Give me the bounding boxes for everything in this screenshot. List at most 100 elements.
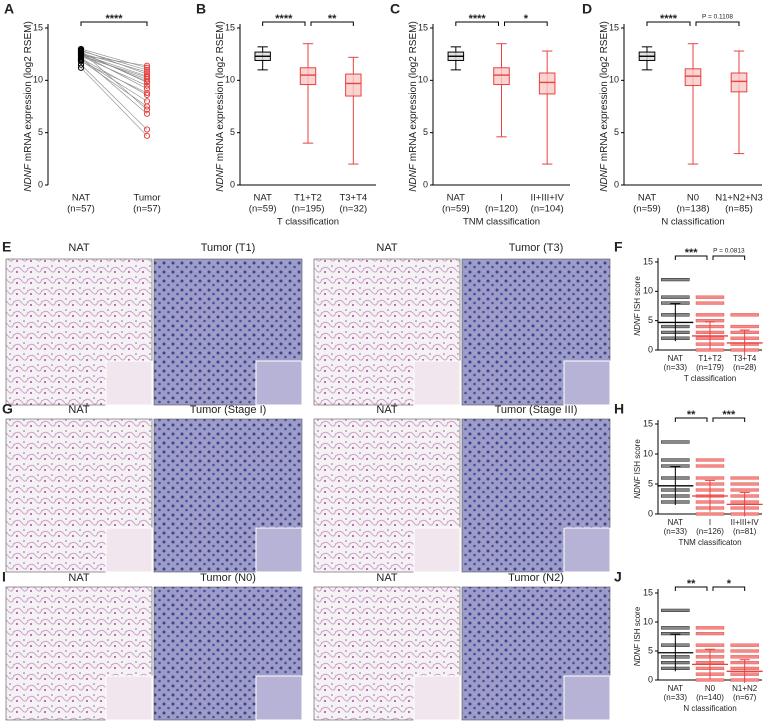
n-label: (n=85): [725, 204, 753, 215]
significance-bracket: [80, 21, 148, 26]
point: [143, 62, 151, 69]
y-label-rest: ISH score: [633, 276, 642, 314]
y-tick-label: 15: [225, 22, 235, 32]
significance-bracket: [712, 586, 746, 591]
x-tick-label: N1+N2+N3: [715, 193, 763, 204]
significance-label: ****: [469, 13, 487, 25]
significance-bracket: [674, 417, 708, 422]
y-tick-label: 5: [614, 127, 619, 137]
y-label-gene: NDNF: [408, 163, 419, 192]
significance-label: *: [524, 13, 529, 25]
n-label: (n=33): [664, 363, 688, 372]
panel-letter: E: [2, 239, 11, 255]
n-label: (n=59): [249, 204, 277, 215]
y-tick-label: 5: [648, 478, 653, 488]
significance-label: P = 0.0813: [713, 248, 745, 255]
y-axis-label: NDNF ISH score: [633, 606, 642, 666]
dot-row: [730, 482, 759, 486]
significance-label: P = 0.1108: [702, 14, 733, 21]
point: [143, 132, 151, 139]
significance-bracket: [695, 21, 740, 26]
point: [77, 64, 85, 71]
dot-row: [730, 655, 759, 659]
dot-row: [661, 278, 690, 282]
y-tick-label: 10: [418, 75, 428, 85]
inset: [413, 360, 461, 406]
dot-row: [695, 313, 725, 317]
image-label: NAT: [376, 242, 397, 254]
point: [77, 50, 85, 57]
dot-row: [730, 476, 759, 480]
image-label: Tumor (Stage I): [190, 404, 267, 416]
dot-row: [661, 458, 690, 462]
y-label-gene: NDNF: [633, 643, 642, 666]
inset: [563, 360, 611, 406]
y-tick-label: 10: [609, 75, 619, 85]
panel-letter: B: [196, 1, 206, 17]
dot-row: [695, 476, 725, 480]
image-label: Tumor (N0): [200, 572, 256, 584]
point: [77, 47, 85, 55]
x-tick-label: NAT: [638, 193, 656, 204]
y-tick-label: 15: [643, 256, 653, 266]
x-axis-label: TNM classificaton: [678, 538, 741, 547]
dot-row: [661, 626, 690, 630]
pair-line: [80, 67, 148, 137]
y-tick-label: 10: [33, 75, 43, 85]
inset: [413, 527, 461, 573]
y-tick-label: 0: [614, 179, 619, 189]
dot-row: [695, 626, 725, 630]
box: [538, 72, 556, 95]
point: [143, 66, 151, 73]
significance-label: **: [687, 578, 696, 590]
significance-bracket: [262, 21, 306, 26]
y-tick-label: 5: [38, 127, 43, 137]
panel-letter: A: [4, 1, 14, 17]
y-tick-label: 0: [423, 179, 428, 189]
y-tick-label: 15: [33, 22, 43, 32]
x-tick-label: T3+T4: [339, 193, 367, 204]
point: [143, 91, 151, 99]
pair-line: [80, 50, 148, 110]
inset: [105, 675, 153, 721]
x-axis-label: T classification: [277, 217, 339, 228]
y-tick-label: 0: [648, 344, 653, 354]
image-label: Tumor (T1): [201, 242, 256, 254]
y-tick-label: 10: [643, 286, 653, 296]
n-label: (n=33): [664, 527, 688, 536]
point: [143, 85, 151, 92]
pair-line: [80, 58, 148, 96]
inset: [255, 527, 303, 573]
box: [299, 67, 317, 86]
n-label: (n=28): [733, 363, 757, 372]
significance-bracket: [504, 21, 548, 26]
significance-bracket: [712, 417, 746, 422]
point: [77, 52, 85, 59]
dot-row: [730, 643, 759, 647]
x-tick-label: II+III+IV: [531, 193, 565, 204]
n-label: (n=126): [696, 527, 724, 536]
n-label: (n=140): [696, 693, 724, 702]
significance-bracket: [712, 255, 746, 260]
pair-line: [80, 48, 148, 69]
image-label: Tumor (Stage III): [495, 404, 578, 416]
significance-bracket: [674, 586, 708, 591]
point: [143, 89, 151, 96]
x-tick-label: NAT: [447, 193, 465, 204]
n-label: (n=57): [67, 204, 95, 215]
box: [730, 72, 748, 93]
significance-label: *: [727, 578, 732, 590]
point: [143, 98, 151, 105]
y-tick-label: 5: [230, 127, 235, 137]
y-tick-label: 15: [643, 587, 653, 597]
inset: [255, 360, 303, 406]
inset: [105, 360, 153, 406]
image-label: NAT: [68, 404, 89, 416]
n-label: (n=57): [133, 204, 161, 215]
n-label: (n=33): [664, 693, 688, 702]
dot-row: [661, 440, 690, 444]
panel-letter: F: [614, 239, 623, 255]
panel-letter: H: [614, 401, 624, 417]
image-label: NAT: [376, 572, 397, 584]
